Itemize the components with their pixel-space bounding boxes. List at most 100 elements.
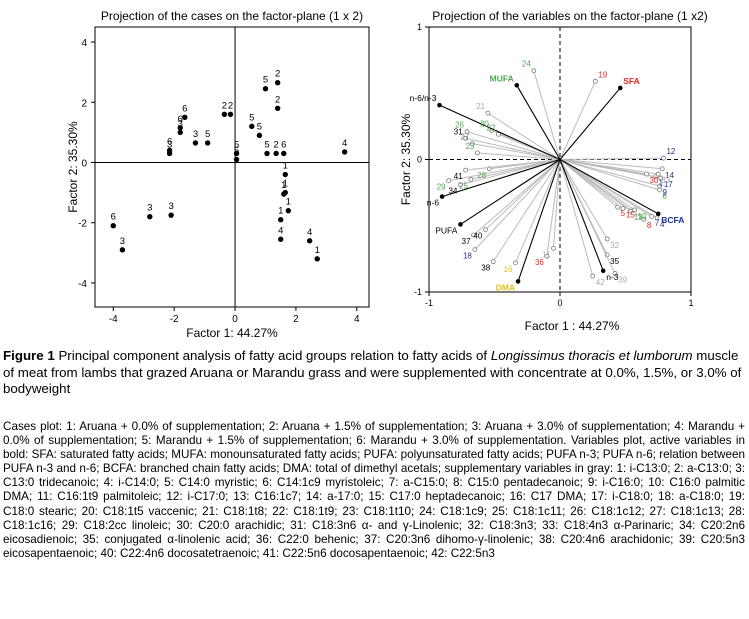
variable-label: 33 [661,176,670,185]
variable-vector [552,159,561,249]
variable-point [513,260,518,266]
case-point-label: 4 [278,225,283,236]
case-point [278,236,284,242]
x-tick-label: -1 [425,298,433,308]
case-point-label: 5 [234,145,239,156]
variable-label: 34 [449,187,458,196]
case-point-label: 6 [111,212,116,223]
case-point [192,140,199,146]
variable-vector [474,159,561,250]
variable-point [592,78,598,84]
y-axis-label: Factor 2: 35.30% [399,113,413,205]
x-tick-label: 4 [354,314,360,325]
case-point [274,79,281,86]
variable-label: 10 [638,212,647,221]
variable-label: 39 [618,275,627,284]
variable-point [600,268,606,274]
case-point [119,247,126,253]
variable-vector [559,159,660,191]
variable-vector [441,158,561,198]
case-point [281,191,287,197]
variable-point [458,222,463,227]
variable-vector [477,152,561,160]
y-tick-label: -2 [78,219,87,230]
variable-vector [472,143,561,160]
variable-point [482,227,488,233]
variable-label: 32 [610,241,619,250]
cases-plot-svg: Projection of the cases on the factor-pl… [66,9,370,340]
variable-label: n-6 [427,198,440,208]
variable-label: MUFA [490,73,514,83]
case-point-label: 3 [120,236,125,247]
case-point [168,212,174,218]
case-point-label: 2 [228,100,233,111]
variable-point [475,150,480,156]
case-point-label: 2 [222,100,227,111]
case-point [182,114,188,121]
variable-label: 17 [664,180,673,189]
case-point [166,147,173,154]
variable-point [649,214,655,219]
y-tick-label: -1 [414,287,422,297]
case-point-label: 3 [193,129,198,140]
case-point-label: 5 [263,75,268,86]
variable-label: 13 [634,213,643,222]
variable-label: 4 [660,220,665,229]
case-point-label: 1 [281,180,286,191]
variable-vector [460,159,561,186]
variable-point [604,236,610,242]
variable-label: 6 [663,192,668,201]
variable-point [468,176,474,182]
case-point [264,150,270,157]
case-point-label: 1 [278,206,283,217]
case-point [221,111,228,118]
variable-label: n-3 [606,272,619,282]
variable-vector [559,159,616,274]
variable-label: BCFA [661,215,684,225]
case-point [314,256,320,262]
case-point [262,86,269,92]
variable-label: SFA [623,76,640,86]
variable-point [464,129,470,135]
case-point-label: 3 [167,139,172,150]
y-tick-label: 1 [417,22,422,32]
case-point [281,150,287,157]
variable-point [620,206,626,211]
variable-point [657,187,662,193]
variable-vector [559,159,659,175]
case-point-label: 1 [315,245,320,256]
case-point [233,150,240,157]
variable-point [659,166,665,172]
chart-title: Projection of the variables on the facto… [432,9,707,23]
x-tick-label: 2 [293,314,299,325]
variable-label: 11 [542,250,551,259]
variable-vector [473,159,561,236]
variable-point [654,215,660,221]
case-point [233,156,240,163]
case-point [306,238,313,244]
variable-point [446,178,452,184]
variable-vector [559,159,635,211]
case-point [273,150,279,157]
case-point-label: 5 [257,121,262,132]
case-point-label: 6 [182,103,187,114]
case-point-label: 1 [283,179,288,190]
figure-notes: Cases plot: 1: Aruana + 0.0% of suppleme… [3,420,745,560]
variable-label: PUFA [435,225,458,235]
x-tick-label: -4 [109,314,118,325]
variable-point [655,211,661,217]
variable-point [469,141,475,147]
y-axis-label: Factor 2: 35.30% [66,121,80,213]
case-point-label: 6 [178,114,183,125]
variable-label: 37 [462,237,471,246]
case-point-label: 3 [178,118,183,129]
case-point-label: 3 [168,201,173,212]
variable-vector [516,85,561,160]
variable-label: 41 [454,172,463,181]
case-point-label: 1 [286,197,291,208]
figure-number: Figure 1 [3,348,55,363]
variables-plot: Projection of the variables on the facto… [384,0,749,340]
variable-vector [439,104,561,161]
variable-vector [448,159,561,182]
case-point-label: 5 [249,112,254,123]
